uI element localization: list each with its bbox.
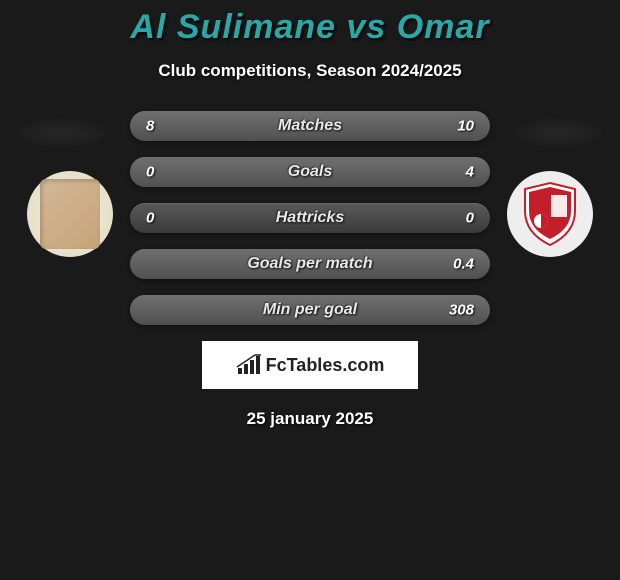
player-badge-left [27, 171, 113, 257]
page-subtitle: Club competitions, Season 2024/2025 [0, 61, 620, 81]
stat-row-goals-per-match: Goals per match 0.4 [130, 249, 490, 279]
brand-box[interactable]: FcTables.com [202, 341, 418, 389]
stat-row-matches: 8 Matches 10 [130, 111, 490, 141]
stat-value-right: 0 [466, 210, 474, 227]
bar-chart-icon [236, 354, 262, 376]
stat-label: Goals [288, 163, 332, 181]
stats-bars: 8 Matches 10 0 Goals 4 0 Hattricks 0 Goa… [130, 111, 490, 325]
comparison-content: 8 Matches 10 0 Goals 4 0 Hattricks 0 Goa… [0, 111, 620, 429]
oval-shadow-right [516, 119, 602, 147]
date-label: 25 january 2025 [0, 409, 620, 429]
stat-value-left: 0 [146, 210, 154, 227]
shield-icon [521, 181, 579, 247]
stat-value-left: 8 [146, 118, 154, 135]
stat-label: Hattricks [276, 209, 344, 227]
brand-label: FcTables.com [266, 355, 385, 376]
stat-label: Goals per match [247, 255, 372, 273]
player-crest-right [521, 181, 579, 247]
stat-label: Min per goal [263, 301, 357, 319]
stat-row-hattricks: 0 Hattricks 0 [130, 203, 490, 233]
stat-row-min-per-goal: Min per goal 308 [130, 295, 490, 325]
stat-value-right: 10 [457, 118, 474, 135]
stat-label: Matches [278, 117, 342, 135]
stat-row-goals: 0 Goals 4 [130, 157, 490, 187]
stat-value-right: 308 [449, 302, 474, 319]
stat-value-right: 0.4 [453, 256, 474, 273]
page-title: Al Sulimane vs Omar [0, 0, 620, 47]
stat-value-left: 0 [146, 164, 154, 181]
player-crest-left [40, 179, 100, 249]
oval-shadow-left [18, 119, 104, 147]
stat-value-right: 4 [466, 164, 474, 181]
player-badge-right [507, 171, 593, 257]
